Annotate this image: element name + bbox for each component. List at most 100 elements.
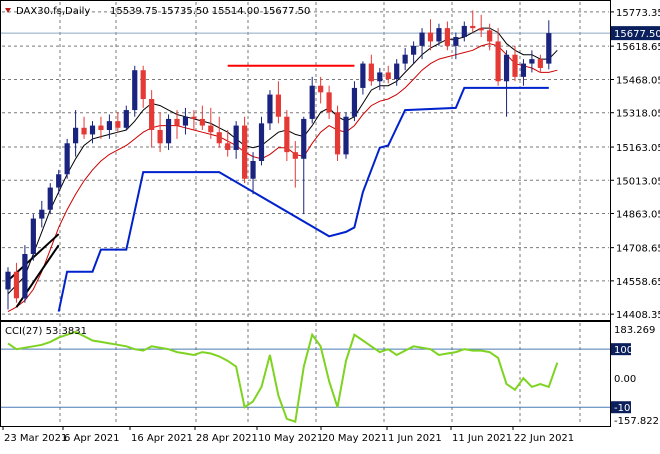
candle-body (427, 32, 434, 42)
candle-body (81, 127, 87, 135)
candle-body (89, 125, 96, 135)
indicator-pane-frame (0, 321, 611, 427)
candle-body (225, 143, 231, 150)
candle-body (140, 70, 146, 99)
price-tick-label: 14863.05 (616, 209, 660, 220)
candle-body (326, 92, 332, 113)
symbol-label: DAX30.fs,Daily (16, 6, 90, 17)
candle-body (318, 85, 324, 93)
price-tick-label: 14558.65 (616, 277, 660, 288)
price-tick-label: 15773.35 (616, 8, 660, 19)
candle-body (385, 72, 391, 80)
fast-moving-average (7, 27, 558, 295)
date-label: 23 Mar 2021 (4, 433, 67, 444)
candle-body (292, 152, 298, 159)
candle-body (123, 110, 129, 128)
candle-body (47, 187, 53, 210)
candle-body (520, 63, 527, 77)
candle-body (478, 28, 484, 31)
cci-tick-label: 100 (614, 345, 633, 356)
candle-body (242, 125, 248, 179)
slow-moving-average (7, 43, 558, 313)
candle-body (149, 99, 155, 130)
candle-body (495, 41, 501, 82)
candle-body (106, 121, 112, 130)
date-label: 1 Jun 2021 (388, 433, 442, 444)
price-tick-label: 15318.05 (616, 109, 660, 120)
candle-body (5, 271, 11, 290)
candle-body (394, 63, 400, 80)
candle-body (98, 125, 104, 130)
candle-body (250, 161, 256, 179)
candle-body (56, 174, 62, 188)
candle-body (419, 32, 425, 46)
grid (2, 2, 609, 425)
candle-body (487, 30, 493, 42)
candle-body (73, 127, 79, 144)
candle-body (258, 123, 265, 161)
candle-body (301, 118, 307, 159)
candle-body (174, 118, 180, 126)
cci-label: CCI(27) 53.3831 (5, 326, 87, 337)
candle-body (275, 94, 281, 117)
candle-body (157, 130, 163, 144)
candle-body (267, 94, 273, 124)
date-label: 28 Apr 2021 (196, 433, 258, 444)
price-tick-label: 15618.65 (616, 42, 660, 53)
ohlc-label: 15539.75 15735.50 15514.00 15677.50 (110, 6, 310, 17)
candle-body (165, 118, 172, 144)
candle-body (402, 54, 408, 64)
candle-body (191, 116, 197, 119)
cci-line (7, 330, 559, 424)
date-label: 20 May 2021 (322, 433, 387, 444)
date-label: 10 May 2021 (258, 433, 323, 444)
price-tick-label: 15013.05 (616, 176, 660, 187)
candle-body (30, 218, 36, 254)
price-axis: 15773.35 15618.65 15468.05 15318.05 15163.05… (610, 8, 660, 321)
candle-body (132, 70, 138, 111)
last-price-badge (611, 26, 660, 41)
candle-body (199, 118, 205, 126)
overlay-lines (7, 27, 558, 313)
cci-level-badge (611, 343, 631, 356)
candle-body (13, 271, 20, 299)
candle-body (503, 54, 510, 82)
candle-body (360, 63, 366, 88)
candle-body (182, 116, 189, 126)
candle-body (343, 116, 349, 155)
cci-tick-label: 0.00 (614, 374, 636, 385)
cci-tick-label: -100 (614, 403, 637, 414)
candle-body (284, 116, 290, 153)
candle-body (537, 59, 543, 68)
header-marker-icon (5, 8, 11, 13)
candle-body (512, 54, 518, 77)
candle-body (470, 25, 476, 29)
candle-body (444, 28, 450, 46)
candle-body (22, 254, 28, 299)
cci-level-lines (1, 32, 610, 408)
cci-level-badge (611, 401, 631, 414)
cci-tick-label: -157.8221 (614, 416, 660, 427)
candle-body (546, 33, 552, 64)
candle-body (208, 125, 214, 133)
last-price-label: 15677.50 (614, 29, 660, 40)
candle-body (39, 209, 45, 219)
price-tick-label: 14408.35 (616, 310, 660, 321)
cci-tick-label: 183.269 (614, 325, 655, 336)
date-label: 22 Jun 2021 (514, 433, 574, 444)
candle-body (368, 63, 374, 82)
price-pane-frame (0, 0, 611, 321)
candle-body (436, 28, 442, 42)
date-label: 16 Apr 2021 (131, 433, 193, 444)
candles (5, 10, 552, 310)
price-tick-label: 15163.05 (616, 143, 660, 154)
support-line (57, 86, 549, 312)
candle-body (461, 25, 467, 37)
candle-body (453, 37, 459, 46)
candle-body (377, 72, 383, 82)
candle-body (216, 132, 222, 144)
cci-axis: 183.269 100 0.00 -100 -157.8221 (611, 325, 660, 427)
